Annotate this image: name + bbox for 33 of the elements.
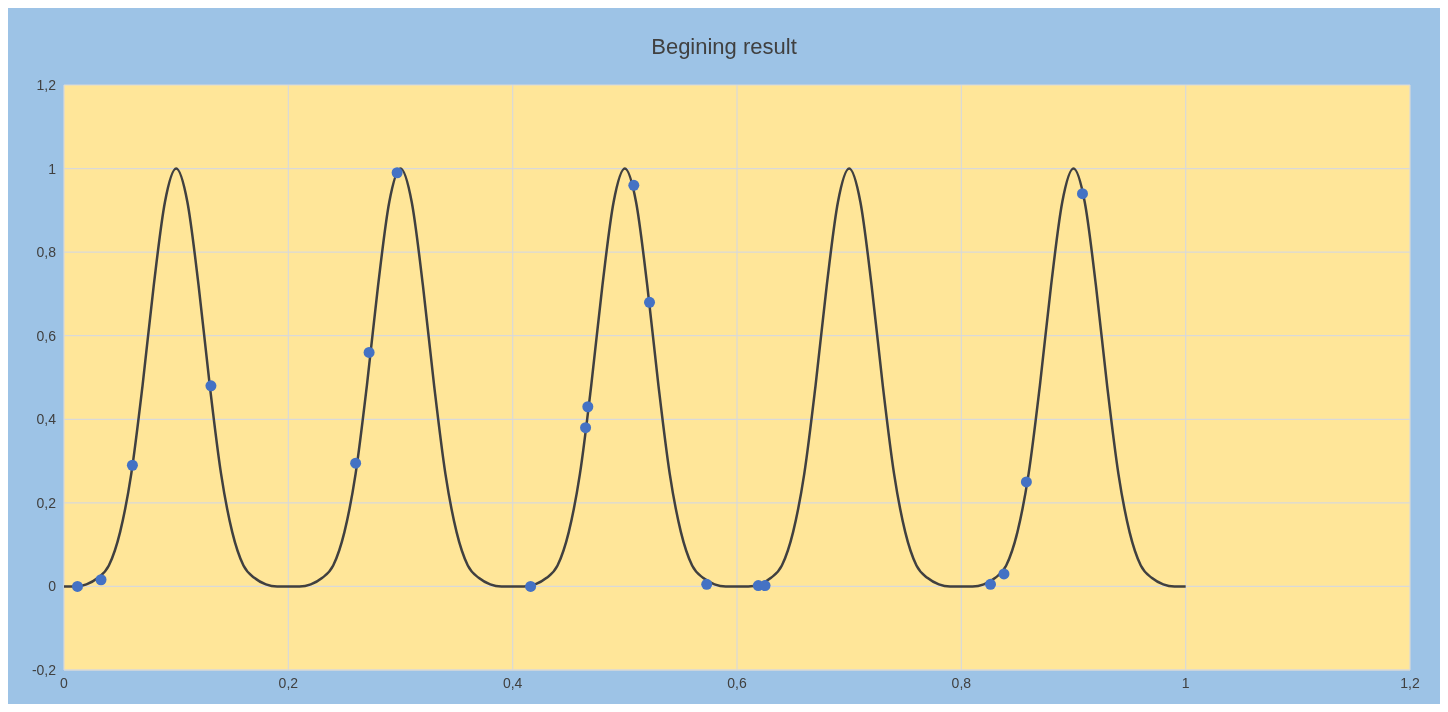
point (701, 578, 713, 590)
y-tick-label: 1,2 (36, 76, 57, 93)
x-tick-label: 1 (1181, 674, 1190, 691)
x-tick-label: 0,8 (951, 674, 972, 691)
x-tick-label: 1,2 (1400, 674, 1420, 691)
y-tick-label: -0,2 (31, 661, 57, 678)
point (95, 574, 107, 586)
y-tick-label: 1 (48, 160, 57, 177)
point (1020, 476, 1032, 488)
y-tick-label: 0,2 (36, 494, 57, 511)
point (644, 296, 656, 308)
x-tick-label: 0,6 (727, 674, 747, 691)
point (391, 167, 403, 179)
y-tick-label: 0,8 (36, 244, 57, 261)
point (363, 346, 375, 358)
point (525, 580, 537, 592)
x-tick-label: 0 (60, 674, 69, 691)
x-tick-label: 0,2 (278, 674, 299, 691)
point (1076, 188, 1088, 200)
point (582, 401, 594, 413)
y-tick-label: 0,4 (36, 411, 57, 428)
point (126, 459, 138, 471)
point (985, 578, 996, 590)
y-tick-label: 0 (48, 578, 57, 595)
x-tick-label: 0,4 (502, 674, 523, 691)
point (628, 179, 640, 191)
point (205, 380, 217, 392)
y-tick-label: 0,6 (36, 327, 57, 344)
point (350, 457, 362, 469)
point (580, 422, 592, 434)
chart-title: Begining result (650, 34, 798, 60)
point (998, 568, 1010, 580)
point (71, 580, 83, 592)
